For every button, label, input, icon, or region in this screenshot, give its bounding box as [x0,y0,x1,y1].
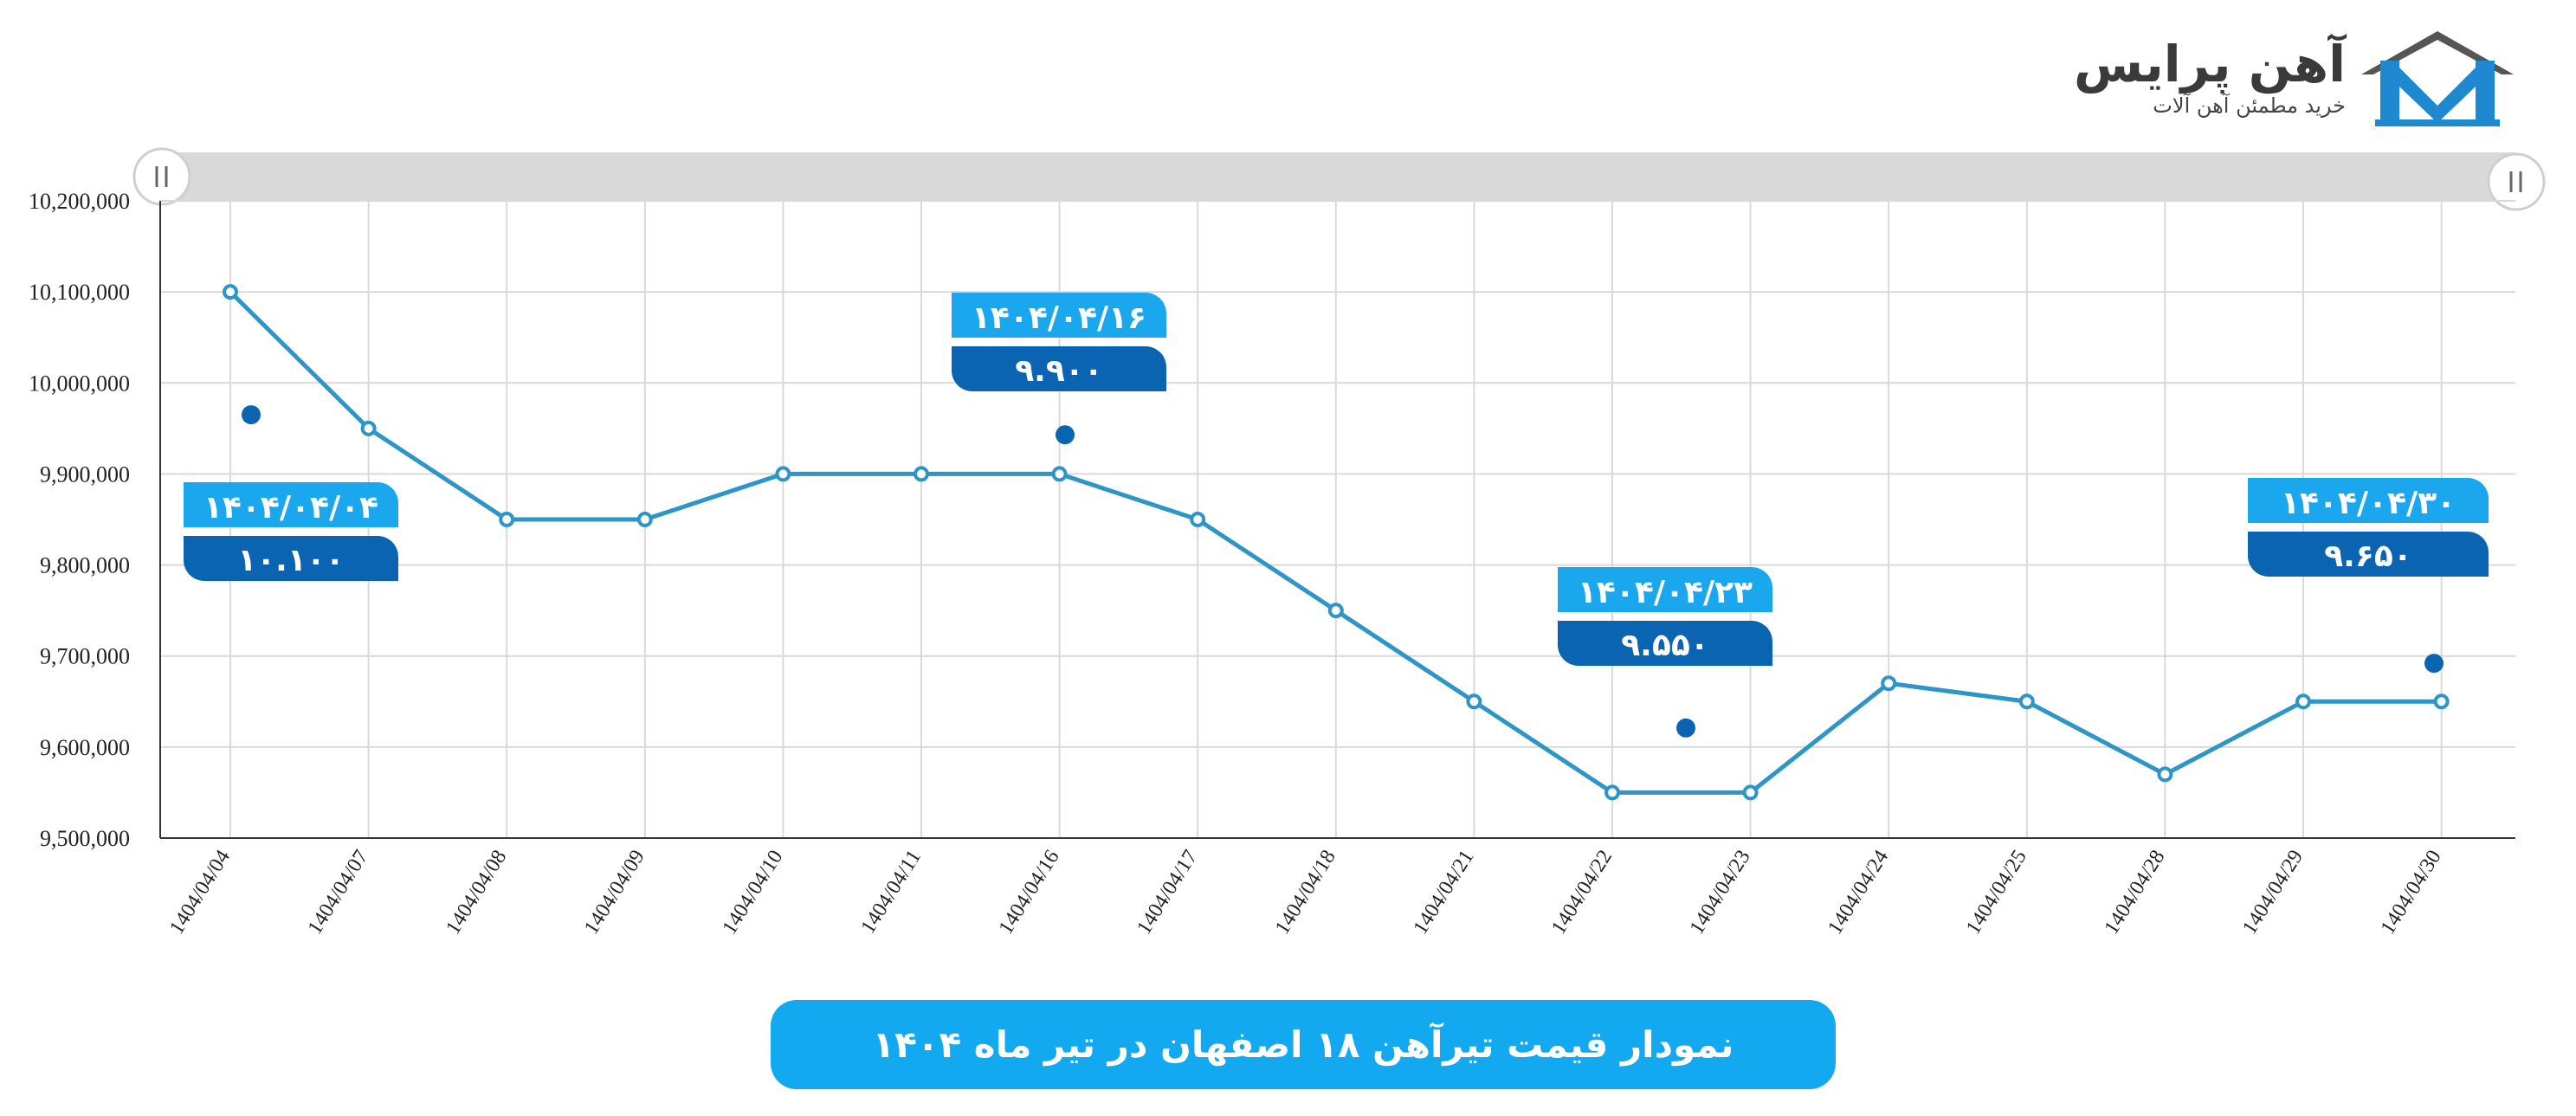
y-tick-label: 10,100,000 [29,280,130,305]
data-point [1051,466,1068,482]
x-tick-label: 1404/04/17 [1133,846,1202,939]
x-tick-label: 1404/04/10 [718,846,787,939]
callout-marker-dot [1056,425,1075,445]
brand-name: آهن پرایس [2074,34,2346,94]
x-tick-label: 1404/04/04 [165,846,235,939]
x-tick-label: 1404/04/22 [1547,846,1617,939]
data-point [2433,693,2450,710]
callout-marker-dot [1676,718,1695,738]
x-tick-label: 1404/04/30 [2377,846,2446,939]
callout-date-label: ۱۴۰۴/۰۴/۲۳ [1578,575,1753,610]
data-point [360,420,377,436]
data-point [1466,693,1482,710]
x-tick-label: 1404/04/18 [1271,846,1340,939]
callout-price-label: ۹.۶۵۰ [2324,539,2412,574]
house-logo-icon [2361,31,2514,126]
y-tick-label: 10,200,000 [29,189,130,214]
price-callouts: ۱۴۰۴/۰۴/۰۴ ۱۰.۱۰۰ ۱۴۰۴/۰۴/۱۶ ۹.۹۰۰ ۱۴۰۴/۰۴/۲… [184,293,2489,738]
data-point [1881,675,1897,692]
x-tick-label: 1404/04/24 [1824,846,1893,939]
data-point [1742,784,1759,801]
x-tick-label: 1404/04/25 [1962,846,2031,939]
callout-date-box [1558,567,1772,612]
callout-date-label: ۱۴۰۴/۰۴/۱۶ [972,300,1146,336]
x-tick-label: 1404/04/23 [1686,846,1755,939]
callout-marker-dot [242,405,261,425]
callout-price-label: ۹.۹۰۰ [1015,353,1103,389]
data-point [1604,784,1620,801]
callout-date-box [184,482,398,527]
chart-title: نمودار قیمت تیرآهن ۱۸ اصفهان در تیر ماه … [872,1023,1734,1066]
data-point [2295,693,2311,710]
callout-price-box [184,536,398,581]
data-point [499,512,515,527]
callout-price-box [1558,621,1772,666]
x-axis-tick-labels: 1404/04/04 1404/04/07 1404/04/08 1404/04/09… [165,846,2446,939]
callout-price-box [2248,532,2489,577]
x-tick-label: 1404/04/11 [857,846,926,938]
data-point [1190,512,1206,527]
price-series [223,284,2450,801]
y-tick-label: 9,700,000 [40,644,130,669]
data-point [775,466,791,482]
x-tick-label: 1404/04/21 [1409,846,1478,939]
callout-price-label: ۱۰.۱۰۰ [237,543,345,578]
y-tick-label: 9,800,000 [40,553,130,578]
brand-tagline: خرید مطمئن آهن آلات [2153,94,2346,119]
chart-title-banner: نمودار قیمت تیرآهن ۱۸ اصفهان در تیر ماه … [771,1000,1836,1089]
y-tick-label: 9,900,000 [40,461,130,487]
x-tick-label: 1404/04/28 [2100,846,2169,939]
scroll-handle-right-icon[interactable] [2487,152,2546,211]
data-point [2157,766,2173,783]
data-point [2018,693,2035,710]
data-point [914,466,929,482]
callout-date-box [952,293,1166,338]
axes [159,201,2515,839]
x-tick-label: 1404/04/07 [304,846,373,939]
callout-marker-dot [2424,654,2444,674]
scroll-handle-left-icon[interactable] [132,147,191,206]
data-point [223,284,238,300]
brand-logo-block[interactable]: آهن پرایس خرید مطمئن آهن آلات [2074,26,2515,130]
data-point [636,512,653,527]
x-tick-label: 1404/04/09 [580,846,649,939]
x-tick-label: 1404/04/16 [995,846,1064,939]
range-scrollbar-track[interactable] [160,152,2515,201]
callout-date-box [2248,478,2489,523]
y-tick-label: 10,000,000 [29,371,130,396]
callout-date-label: ۱۴۰۴/۰۴/۰۴ [203,490,378,526]
callout-price-label: ۹.۵۵۰ [1621,628,1709,663]
data-point [1327,603,1344,619]
y-tick-label: 9,500,000 [40,826,130,851]
callout-date-label: ۱۴۰۴/۰۴/۳۰ [2281,486,2456,521]
y-axis-tick-labels: 9,500,000 9,600,000 9,700,000 9,800,000 9,90… [29,189,130,851]
x-tick-label: 1404/04/08 [442,846,511,939]
y-tick-label: 9,600,000 [40,735,130,760]
callout-price-box [952,346,1166,391]
x-tick-label: 1404/04/29 [2238,846,2308,939]
